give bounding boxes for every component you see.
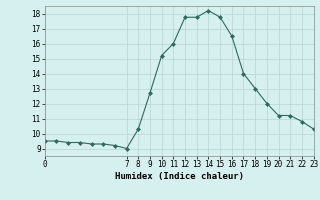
X-axis label: Humidex (Indice chaleur): Humidex (Indice chaleur) [115, 172, 244, 181]
